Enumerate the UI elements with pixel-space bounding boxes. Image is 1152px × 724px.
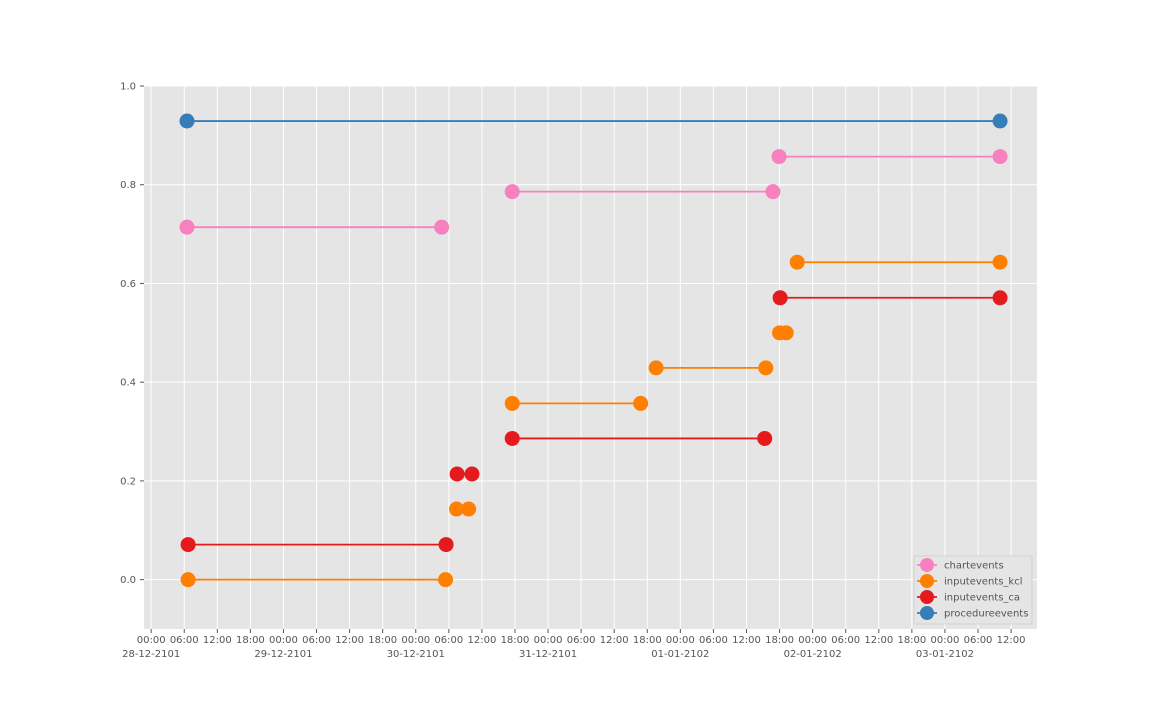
inputevents_kcl-start-point (648, 360, 664, 376)
x-tick-label: 18:00 (897, 635, 926, 646)
x-tick-label: 00:00 (534, 635, 563, 646)
legend-label: chartevents (944, 561, 1004, 572)
x-tick-label: 06:00 (567, 635, 596, 646)
x-date-label: 28-12-2101 (122, 649, 180, 660)
x-date-label: 30-12-2101 (387, 649, 445, 660)
x-tick-label: 06:00 (170, 635, 199, 646)
inputevents_ca-start-point (180, 537, 196, 553)
legend-item-chartevents: chartevents (917, 558, 1004, 572)
x-tick-label: 06:00 (302, 635, 331, 646)
inputevents_kcl-end-point (778, 325, 794, 341)
x-tick-label: 00:00 (137, 635, 166, 646)
series-chartevents (179, 149, 1008, 235)
chartevents-end-point (765, 184, 781, 200)
inputevents_ca-end-point (992, 290, 1008, 306)
x-tick-label: 12:00 (203, 635, 232, 646)
x-tick-label: 12:00 (997, 635, 1026, 646)
plot-area (144, 86, 1037, 629)
x-date-label: 29-12-2101 (254, 649, 312, 660)
inputevents_kcl-end-point (758, 360, 774, 376)
y-tick-label: 1.0 (120, 82, 136, 93)
y-tick-label: 0.2 (120, 476, 136, 487)
x-date-label: 01-01-2102 (651, 649, 709, 660)
x-tick-label: 18:00 (236, 635, 265, 646)
legend-label: inputevents_kcl (944, 577, 1022, 588)
axes: 00:00 06:00 12:00 18:00 00:00 06:00 12:00 18:00… (120, 82, 1025, 661)
legend-box (913, 555, 1033, 625)
series-inputevents_ca (180, 290, 1008, 553)
x-tick-label: 06:00 (831, 635, 860, 646)
inputevents_kcl-end-point (633, 395, 649, 411)
inputevents_kcl-start-point (449, 501, 465, 517)
inputevents_kcl-start-point (504, 395, 520, 411)
y-tick-label: 0.6 (120, 279, 136, 290)
legend-label: procedureevents (944, 609, 1028, 620)
x-tick-label: 06:00 (964, 635, 993, 646)
inputevents_kcl-end-point (992, 254, 1008, 270)
legend-marker (920, 558, 934, 572)
chartevents-end-point (992, 149, 1008, 165)
series-inputevents_kcl (180, 254, 1008, 588)
y-tick-label: 0.4 (120, 378, 136, 389)
x-tick-label: 18:00 (633, 635, 662, 646)
x-tick-label: 00:00 (798, 635, 827, 646)
x-tick-label: 00:00 (269, 635, 298, 646)
x-tick-label: 18:00 (501, 635, 530, 646)
chartevents-end-point (434, 219, 450, 235)
procedureevents-end-point (992, 113, 1008, 129)
x-tick-label: 18:00 (765, 635, 794, 646)
legend-item-inputevents_kcl: inputevents_kcl (917, 574, 1022, 588)
legend-label: inputevents_ca (944, 593, 1020, 604)
series-marks (179, 113, 1008, 588)
inputevents_kcl-start-point (180, 572, 196, 588)
inputevents_kcl-end-point (461, 501, 477, 517)
x-tick-label: 12:00 (600, 635, 629, 646)
inputevents_ca-end-point (438, 537, 454, 553)
x-tick-label: 06:00 (699, 635, 728, 646)
legend: chartevents inputevents_kcl inputevents_ca… (913, 555, 1033, 625)
chartevents-start-point (771, 149, 787, 165)
x-tick-label: 12:00 (467, 635, 496, 646)
legend-item-procedureevents: procedureevents (917, 606, 1028, 620)
chartevents-start-point (504, 184, 520, 200)
x-tick-label: 12:00 (864, 635, 893, 646)
legend-marker (920, 574, 934, 588)
x-date-label: 03-01-2102 (916, 649, 974, 660)
legend-marker (920, 590, 934, 604)
x-date-label: 31-12-2101 (519, 649, 577, 660)
chartevents-start-point (179, 219, 195, 235)
x-tick-label: 00:00 (931, 635, 960, 646)
inputevents_ca-start-point (504, 430, 520, 446)
x-tick-label: 00:00 (401, 635, 430, 646)
x-tick-label: 12:00 (335, 635, 364, 646)
series-procedureevents (179, 113, 1008, 129)
inputevents_ca-end-point (464, 466, 480, 482)
inputevents_kcl-end-point (438, 572, 454, 588)
legend-item-inputevents_ca: inputevents_ca (917, 590, 1020, 604)
x-tick-label: 18:00 (368, 635, 397, 646)
inputevents_ca-start-point (449, 466, 465, 482)
procedureevents-start-point (179, 113, 195, 129)
x-tick-label: 06:00 (434, 635, 463, 646)
inputevents_ca-start-point (772, 290, 788, 306)
x-tick-label: 00:00 (666, 635, 695, 646)
y-tick-label: 0.8 (120, 180, 136, 191)
plot-background (144, 86, 1037, 629)
inputevents_ca-end-point (757, 430, 773, 446)
legend-marker (920, 606, 934, 620)
grid (144, 85, 1037, 629)
x-tick-label: 12:00 (732, 635, 761, 646)
y-tick-label: 0.0 (120, 575, 136, 586)
inputevents_kcl-start-point (789, 254, 805, 270)
x-date-label: 02-01-2102 (784, 649, 842, 660)
